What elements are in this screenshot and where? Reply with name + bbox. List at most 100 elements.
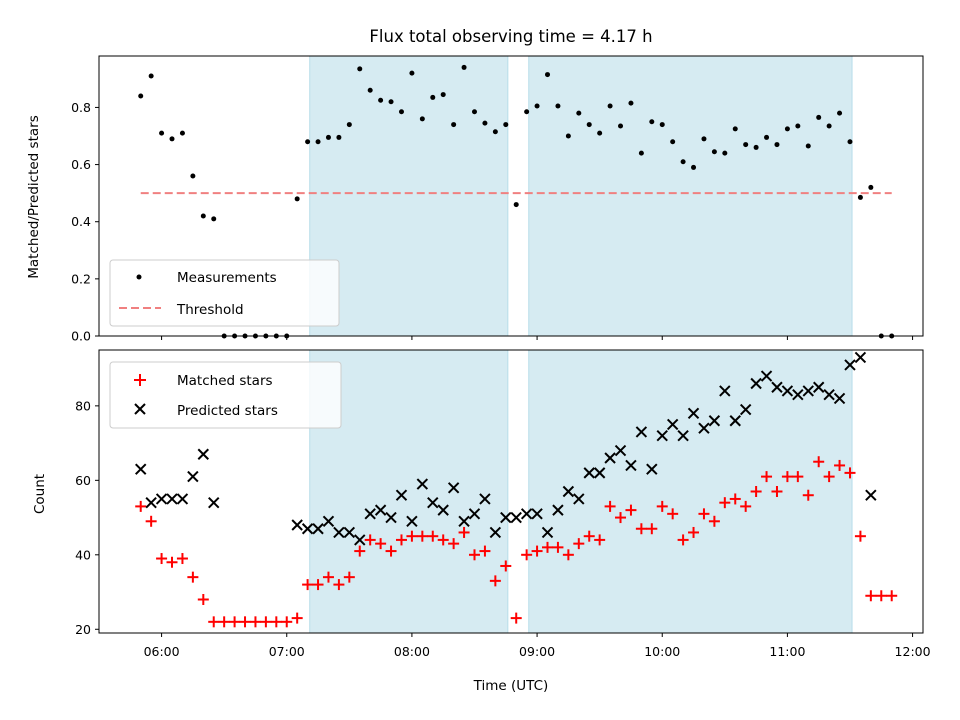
bottom-legend-box xyxy=(109,361,342,429)
measurement-point xyxy=(597,130,603,136)
matched-stars-point xyxy=(166,556,178,568)
predicted-stars-point xyxy=(865,489,877,501)
measurement-point xyxy=(837,110,843,116)
measurement-point xyxy=(628,100,634,106)
predicted-stars-point xyxy=(385,511,397,524)
matched-stars-point xyxy=(416,530,428,542)
matched-stars-point xyxy=(406,530,418,542)
predicted-stars-point xyxy=(792,388,804,401)
matched-stars-point xyxy=(750,486,762,497)
matched-stars-point xyxy=(437,534,449,546)
matched-stars-point xyxy=(291,612,303,624)
measurement-point xyxy=(586,122,592,128)
x-tick-label: 07:00 xyxy=(269,644,305,659)
measurement-point xyxy=(565,133,571,139)
legend-marker-matched xyxy=(134,374,146,386)
measurement-point xyxy=(367,87,373,93)
bottom-legend: Matched stars Predicted stars xyxy=(109,361,342,429)
top-axes-frame xyxy=(98,55,924,337)
measurement-point xyxy=(659,122,665,128)
predicted-stars-point xyxy=(333,526,345,539)
measurement-point xyxy=(670,139,676,145)
predicted-stars-point xyxy=(771,381,783,393)
measurement-point xyxy=(805,143,811,149)
bot-shaded-interval-0 xyxy=(309,349,509,634)
measurement-point xyxy=(398,109,404,115)
matched-stars-point xyxy=(500,560,512,572)
predicted-stars-point xyxy=(343,526,356,539)
matched-stars-point xyxy=(604,500,616,512)
predicted-stars-point xyxy=(729,415,741,427)
predicted-stars-point xyxy=(573,493,585,505)
predicted-stars-point xyxy=(687,407,700,420)
matched-stars-point xyxy=(249,616,261,628)
predicted-stars-point xyxy=(510,511,522,524)
measurement-point xyxy=(315,139,321,145)
predicted-stars-point xyxy=(583,467,595,479)
predicted-stars-point xyxy=(489,526,502,539)
measurement-point xyxy=(409,70,415,76)
bot-y-tick-label: 20 xyxy=(75,622,91,637)
matched-stars-point xyxy=(823,471,835,483)
predicted-stars-point xyxy=(135,463,147,475)
matched-stars-point xyxy=(187,571,199,583)
measurement-point xyxy=(764,134,770,140)
matched-stars-point xyxy=(740,500,752,512)
predicted-stars-point xyxy=(750,377,762,390)
predicted-stars-series xyxy=(135,351,877,546)
matched-stars-point xyxy=(573,538,585,550)
matched-stars-point xyxy=(615,512,627,524)
predicted-stars-point xyxy=(646,463,658,475)
measurement-point xyxy=(607,103,613,109)
matched-stars-point xyxy=(427,530,439,542)
legend-label-predicted: Predicted stars xyxy=(177,403,278,419)
predicted-stars-point xyxy=(541,526,554,539)
measurement-point xyxy=(826,123,832,129)
legend-marker-predicted xyxy=(134,403,146,415)
predicted-stars-point xyxy=(625,459,637,472)
matched-stars-point xyxy=(583,530,595,542)
measurement-point xyxy=(638,150,644,156)
matched-stars-point xyxy=(354,545,366,557)
matched-stars-point xyxy=(270,616,282,628)
matched-stars-point xyxy=(802,489,814,501)
matched-stars-point xyxy=(771,486,783,497)
top-y-tick-label: 0.6 xyxy=(71,157,91,172)
legend-label-threshold: Threshold xyxy=(176,302,244,318)
predicted-stars-point xyxy=(479,493,491,505)
matched-stars-point xyxy=(792,471,804,483)
measurement-point xyxy=(743,142,749,148)
predicted-stars-point xyxy=(312,523,324,535)
predicted-stars-point xyxy=(614,444,627,457)
matched-stars-point xyxy=(239,616,251,628)
measurement-point xyxy=(294,196,300,202)
predicted-stars-point xyxy=(708,415,721,427)
matched-stars-point xyxy=(333,579,345,591)
measurement-point xyxy=(753,144,759,150)
matched-stars-point xyxy=(698,508,710,520)
top-legend: Measurements Threshold xyxy=(109,259,340,327)
matched-stars-point xyxy=(531,545,543,557)
measurement-point xyxy=(857,194,863,200)
matched-stars-point xyxy=(813,456,825,468)
matched-stars-point xyxy=(594,534,606,546)
bottom-y-axis-label: Count xyxy=(32,474,48,514)
predicted-stars-point xyxy=(364,508,376,520)
measurement-point xyxy=(461,64,467,70)
x-tick-label: 06:00 xyxy=(144,644,180,659)
predicted-stars-point xyxy=(719,385,731,397)
matched-stars-point xyxy=(229,616,241,628)
matched-stars-point xyxy=(552,541,564,553)
matched-stars-point xyxy=(719,497,731,509)
matched-stars-point xyxy=(708,515,720,527)
predicted-stars-point xyxy=(698,422,710,434)
measurement-point xyxy=(701,136,707,142)
measurement-point xyxy=(618,123,624,129)
measurement-point xyxy=(169,136,175,142)
matched-stars-point xyxy=(448,538,460,550)
measurement-point xyxy=(336,134,342,140)
measurement-point xyxy=(325,134,331,140)
matched-stars-point xyxy=(562,549,574,561)
measurement-point xyxy=(513,202,519,208)
top-x-ticks xyxy=(161,336,914,340)
